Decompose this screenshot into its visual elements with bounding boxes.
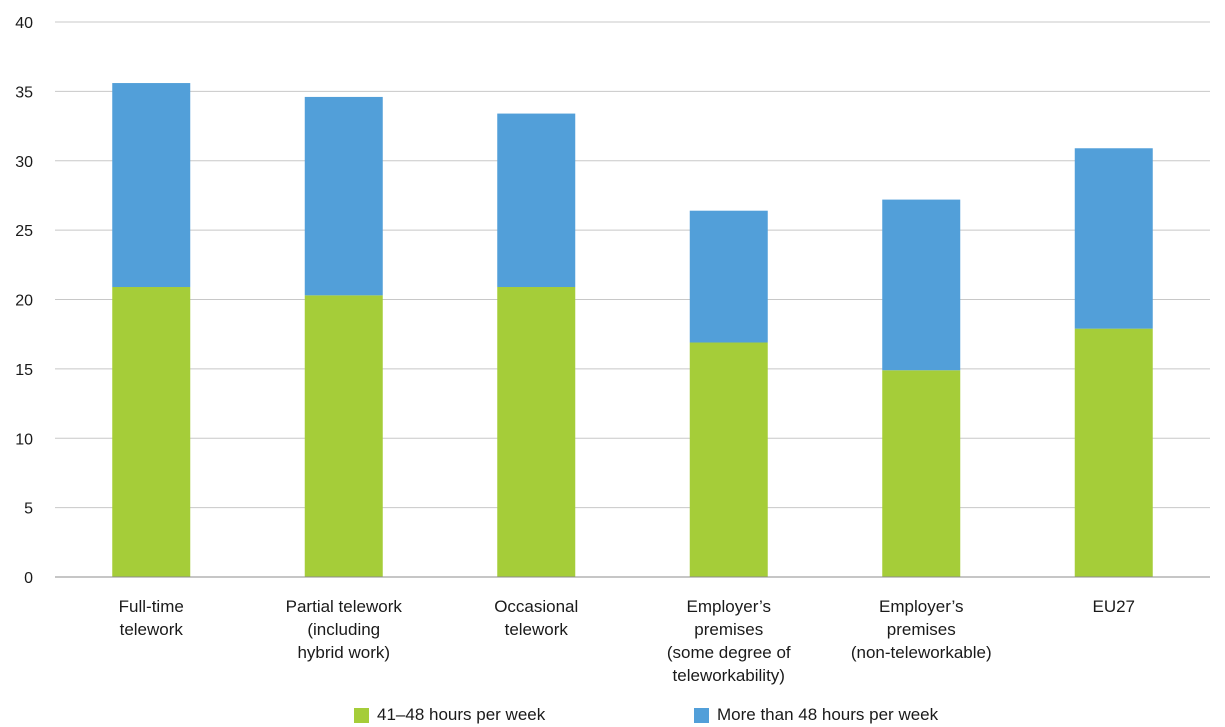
legend-label-series-1: 41–48 hours per week — [377, 705, 546, 724]
x-category-label-2: Partial telework (including hybrid work) — [286, 597, 403, 662]
bar-series-2-category-2 — [304, 96, 383, 296]
bar-series-2-category-3 — [497, 113, 576, 288]
legend: 41–48 hours per week More than 48 hours … — [0, 705, 1225, 727]
y-tick-label: 5 — [24, 501, 33, 518]
legend-item-series-2: More than 48 hours per week — [694, 705, 938, 725]
stacked-bar-chart: 0 5 10 15 20 25 30 35 40 Full-time telework Partial… — [15, 15, 1210, 685]
legend-swatch-series-1 — [354, 707, 369, 723]
x-category-label-4: Employer’s premises (some degree of telewor… — [667, 597, 791, 685]
y-tick-label: 15 — [15, 362, 33, 379]
y-tick-label: 25 — [15, 223, 33, 240]
legend-swatch-series-2 — [694, 707, 709, 723]
bars — [112, 83, 1153, 577]
gridlines — [55, 21, 1210, 509]
bar-series-2-category-4 — [689, 210, 768, 343]
x-category-label-6: EU27 — [1092, 597, 1135, 616]
bar-series-2-category-6 — [1074, 148, 1153, 329]
y-tick-label: 10 — [15, 431, 33, 448]
bar-series-1-category-2 — [304, 295, 383, 577]
bar-series-1-category-5 — [882, 370, 961, 577]
bar-series-1-category-6 — [1074, 328, 1153, 577]
x-category-label-3: Occasional telework — [494, 597, 578, 639]
y-tick-label: 40 — [15, 15, 33, 32]
bar-series-2-category-5 — [882, 199, 961, 371]
x-category-label-5: Employer’s premises (non-teleworkable) — [851, 597, 992, 662]
legend-item-series-1: 41–48 hours per week — [354, 705, 545, 725]
y-tick-label: 20 — [15, 293, 33, 310]
y-tick-label: 0 — [24, 570, 33, 587]
legend-label-series-2: More than 48 hours per week — [717, 705, 939, 724]
bar-series-1-category-1 — [112, 287, 191, 577]
labels: 0 5 10 15 20 25 30 35 40 Full-time telework Partial… — [15, 15, 1135, 685]
y-tick-label: 35 — [15, 84, 33, 101]
bar-series-1-category-3 — [497, 287, 576, 577]
bar-series-2-category-1 — [112, 83, 191, 288]
bar-series-1-category-4 — [689, 342, 768, 577]
y-tick-label: 30 — [15, 154, 33, 171]
x-category-label-1: Full-time telework — [119, 597, 184, 639]
